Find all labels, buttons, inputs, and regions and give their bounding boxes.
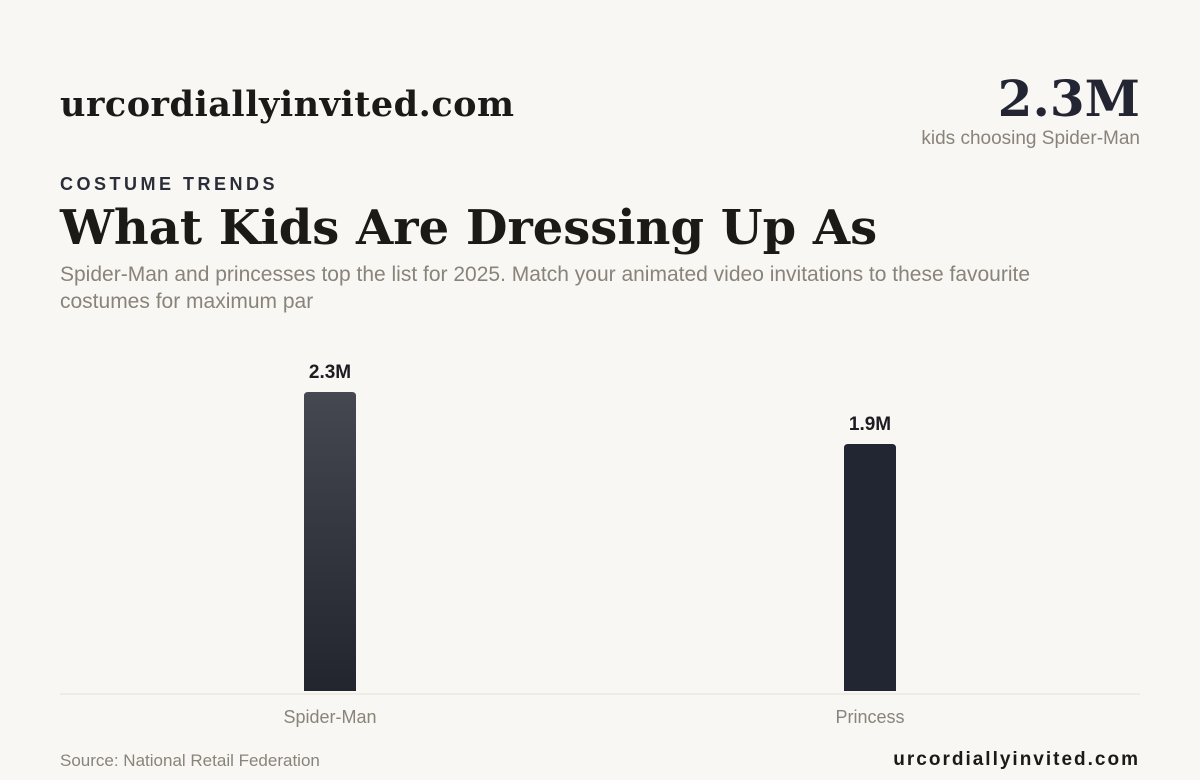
category-label: Spider-Man [283, 707, 376, 727]
headline-stat: 2.3M kids choosing Spider-Man [921, 70, 1140, 150]
section-kicker: COSTUME TRENDS [60, 174, 279, 194]
stat-label: kids choosing Spider-Man [921, 127, 1140, 149]
chart-title: What Kids Are Dressing Up As [60, 200, 878, 256]
bar-spider-man [304, 392, 356, 691]
bar-value-label: 1.9M [849, 414, 891, 435]
chart-subtitle: Spider-Man and princesses top the list f… [60, 263, 1031, 313]
source-note: Source: National Retail Federation [60, 751, 320, 770]
bar-value-label: 2.3M [309, 362, 351, 383]
category-label: Princess [835, 707, 904, 727]
footer-brand: urcordiallyinvited.com [893, 749, 1140, 770]
stat-value: 2.3M [997, 69, 1140, 128]
brand-logo-text: urcordiallyinvited.com [60, 84, 515, 125]
bar-princess [844, 444, 896, 691]
